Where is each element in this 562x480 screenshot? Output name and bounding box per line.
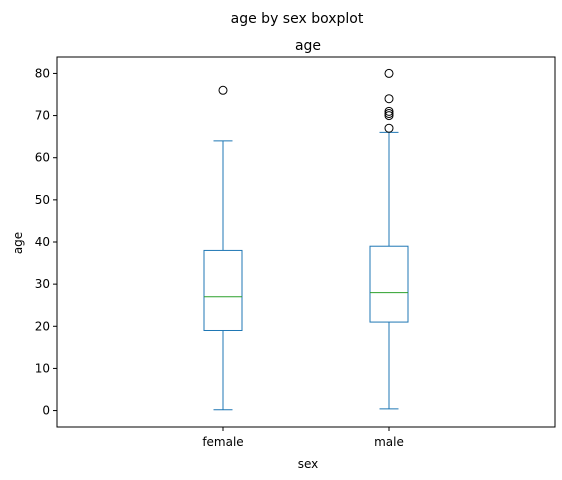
y-tick-label: 20 xyxy=(35,319,50,333)
outlier-point xyxy=(384,111,394,121)
x-tick-label: female xyxy=(202,435,243,449)
y-tick-label: 70 xyxy=(35,109,50,123)
box-male xyxy=(369,68,409,410)
plot-area-frame xyxy=(56,56,556,428)
y-tick-label: 10 xyxy=(35,361,50,375)
x-tick-label: male xyxy=(374,435,404,449)
outlier-point xyxy=(384,94,394,104)
y-tick-label: 80 xyxy=(35,66,50,80)
y-tick-label: 50 xyxy=(35,193,50,207)
chart-title: age xyxy=(295,38,321,54)
outlier-point xyxy=(384,123,394,133)
outlier-point xyxy=(384,68,394,78)
outlier-point xyxy=(218,85,228,95)
y-tick-label: 60 xyxy=(35,151,50,165)
outlier-point xyxy=(384,108,394,118)
box-series xyxy=(203,68,409,411)
x-axis-ticks: female male xyxy=(202,427,404,449)
outlier-point xyxy=(384,106,394,116)
x-axis-label: sex xyxy=(298,457,319,471)
chart-suptitle: age by sex boxplot xyxy=(231,11,364,27)
y-axis-label: age xyxy=(11,232,25,254)
y-tick-label: 0 xyxy=(42,404,50,418)
iqr-box xyxy=(203,249,243,331)
box-female xyxy=(203,85,243,411)
y-axis-ticks: 0 10 20 30 40 50 60 70 80 xyxy=(35,66,57,418)
y-tick-label: 30 xyxy=(35,277,50,291)
y-tick-label: 40 xyxy=(35,235,50,249)
iqr-box xyxy=(369,245,409,323)
